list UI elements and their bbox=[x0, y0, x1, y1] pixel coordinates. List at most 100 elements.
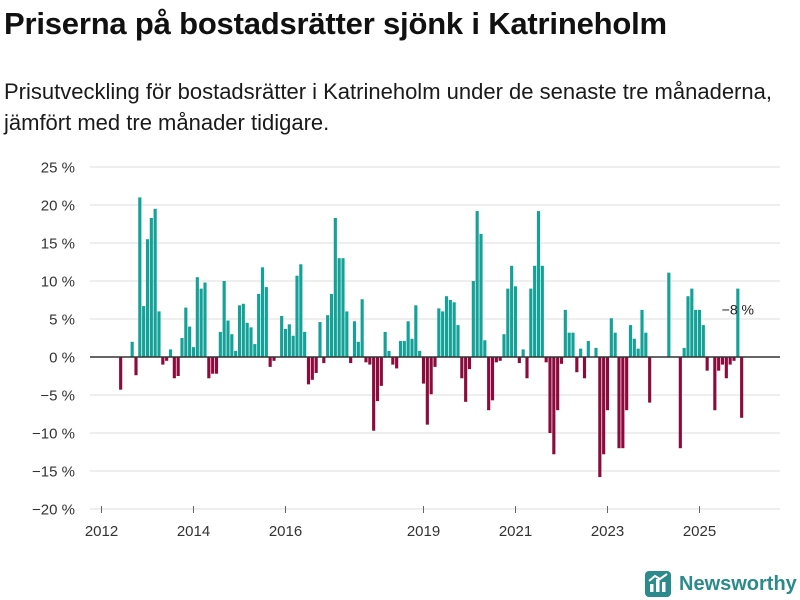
bar bbox=[441, 311, 445, 357]
bar bbox=[418, 350, 422, 357]
bar bbox=[648, 357, 652, 403]
bar bbox=[329, 293, 334, 357]
bar bbox=[571, 332, 575, 357]
bar bbox=[694, 309, 698, 357]
bar bbox=[249, 327, 253, 357]
bar bbox=[391, 357, 395, 365]
bar bbox=[119, 357, 123, 390]
bar bbox=[609, 318, 613, 357]
bar bbox=[345, 311, 349, 357]
bar bbox=[203, 282, 207, 357]
bar bbox=[257, 293, 261, 357]
y-tick-label: 20 % bbox=[41, 198, 75, 215]
bar bbox=[130, 341, 134, 357]
bar bbox=[352, 321, 357, 357]
bar bbox=[513, 286, 518, 357]
bar bbox=[157, 311, 161, 357]
bar bbox=[207, 357, 211, 379]
bar bbox=[728, 357, 732, 365]
bar bbox=[230, 334, 234, 357]
bar bbox=[717, 357, 721, 371]
bar bbox=[452, 302, 456, 357]
bar bbox=[168, 349, 173, 357]
bar bbox=[575, 357, 579, 373]
x-axis: 2012 2014 2016 2019 2021 2023 2025 bbox=[85, 506, 716, 540]
bar bbox=[333, 217, 337, 357]
bar bbox=[498, 357, 502, 361]
bar bbox=[678, 357, 682, 449]
bar bbox=[226, 320, 230, 357]
newsworthy-logo-icon bbox=[645, 571, 671, 597]
data-label-latest: −8 % bbox=[722, 302, 754, 318]
bar bbox=[368, 357, 372, 365]
bar bbox=[598, 357, 602, 478]
bar bbox=[142, 306, 146, 357]
bar bbox=[195, 277, 199, 357]
bar bbox=[682, 347, 686, 357]
bar bbox=[552, 357, 556, 455]
bar bbox=[264, 287, 268, 357]
bar bbox=[724, 357, 728, 379]
gridlines bbox=[90, 166, 780, 510]
x-tick-label: 2019 bbox=[407, 523, 440, 540]
bar bbox=[299, 264, 303, 357]
bar bbox=[521, 349, 525, 357]
annotations: −8 % bbox=[722, 302, 754, 318]
bar bbox=[732, 357, 736, 361]
bar bbox=[291, 335, 295, 357]
bar bbox=[579, 348, 583, 357]
y-tick-label: 10 % bbox=[41, 274, 75, 291]
bar bbox=[425, 357, 429, 425]
bar bbox=[510, 265, 514, 357]
bar bbox=[602, 357, 606, 455]
chart-subtitle: Prisutveckling för bostadsrätter i Katri… bbox=[4, 79, 772, 135]
bar bbox=[475, 211, 479, 357]
bar bbox=[736, 288, 740, 357]
bar bbox=[280, 315, 284, 357]
bar bbox=[260, 267, 265, 357]
bar bbox=[145, 239, 150, 357]
bar bbox=[161, 357, 165, 365]
y-axis-labels: 25 % 20 % 15 % 10 % 5 % 0 % −5 % −10 % −15 % −20 … bbox=[32, 160, 75, 519]
bar bbox=[556, 357, 560, 411]
bar bbox=[421, 357, 426, 384]
bar bbox=[364, 357, 368, 363]
bar bbox=[437, 308, 441, 357]
bar bbox=[314, 357, 318, 373]
bar bbox=[165, 357, 169, 361]
bar bbox=[306, 357, 311, 385]
bar bbox=[701, 325, 705, 357]
bar bbox=[628, 325, 633, 357]
bar bbox=[414, 305, 418, 357]
bar bbox=[241, 303, 245, 357]
bar bbox=[402, 341, 406, 357]
bar bbox=[605, 357, 610, 411]
y-tick-label: −10 % bbox=[32, 426, 75, 443]
bar bbox=[268, 357, 272, 367]
bar bbox=[536, 211, 541, 357]
bar bbox=[632, 338, 636, 357]
bar bbox=[395, 357, 399, 369]
bar bbox=[690, 288, 694, 357]
bar bbox=[349, 357, 353, 364]
bar bbox=[253, 344, 257, 357]
bar bbox=[667, 272, 671, 357]
bar bbox=[697, 309, 702, 357]
bar bbox=[705, 357, 709, 371]
chart-title: Priserna på bostadsrätter sjönk i Katrin… bbox=[4, 6, 667, 41]
bar bbox=[621, 357, 625, 449]
bar bbox=[686, 296, 690, 357]
bar bbox=[318, 322, 322, 357]
bar bbox=[180, 338, 184, 357]
x-tick-label: 2016 bbox=[269, 523, 302, 540]
bar bbox=[153, 208, 157, 357]
bar bbox=[548, 357, 552, 433]
bar bbox=[494, 357, 498, 363]
brand-name: Newsworthy bbox=[679, 572, 797, 595]
bar bbox=[640, 309, 644, 357]
bar bbox=[283, 328, 288, 357]
bar bbox=[506, 288, 510, 357]
bar bbox=[613, 332, 617, 357]
bar bbox=[471, 281, 475, 357]
bar bbox=[272, 357, 276, 361]
